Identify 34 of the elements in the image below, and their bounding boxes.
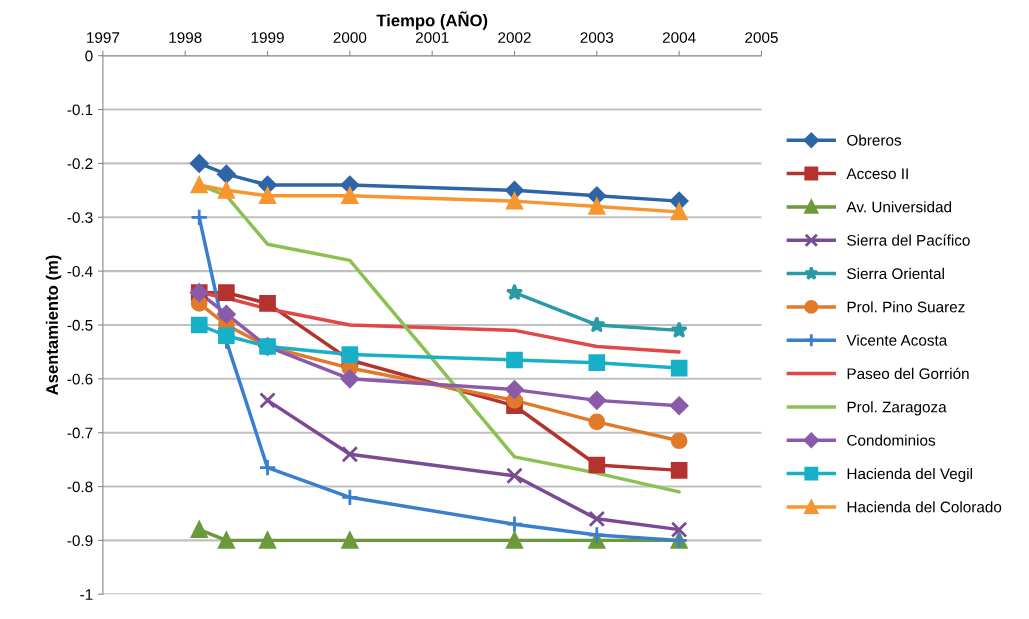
legend-label: Prol. Zaragoza <box>847 401 947 416</box>
legend-label: Obreros <box>847 134 902 146</box>
legend-label: Sierra del Pacífico <box>847 234 970 246</box>
y-tick-label: -0.8 <box>67 481 93 493</box>
legend-label: Av. Universidad <box>846 201 952 213</box>
legend-label: Hacienda del Colorado <box>847 501 1002 513</box>
x-tick-label: 2005 <box>745 32 778 43</box>
y-tick-label: -0.5 <box>67 319 93 331</box>
x-tick-label: 2001 <box>415 32 449 43</box>
y-tick-label: -0.6 <box>67 373 93 385</box>
legend-label: Prol. Pino Suarez <box>847 301 965 313</box>
legend-label: Paseo del Gorrión <box>847 367 969 380</box>
legend-label: Hacienda del Vegil <box>847 467 972 483</box>
x-tick-label: 2004 <box>662 32 696 43</box>
y-axis-title: Asentamiento (m) <box>45 255 62 395</box>
x-tick-label: 2000 <box>333 32 367 43</box>
y-tick-label: -1 <box>80 589 93 600</box>
x-tick-label: 1997 <box>87 32 120 43</box>
y-tick-label: -0.1 <box>67 104 93 116</box>
y-tick-label: -0.9 <box>67 535 93 547</box>
legend-label: Vicente Acosta <box>846 334 948 346</box>
x-tick-label: 1999 <box>251 32 284 43</box>
legend-label: Sierra Oriental <box>847 267 944 280</box>
y-tick-label: -0.2 <box>67 158 93 170</box>
legend-label: Acceso II <box>846 168 908 180</box>
x-axis-title: Tiempo (AÑO) <box>376 11 488 30</box>
y-tick-label: 0 <box>85 50 93 62</box>
y-tick-label: -0.3 <box>67 212 93 223</box>
x-tick-label: 2003 <box>580 32 614 43</box>
x-tick-label: 1998 <box>169 32 202 43</box>
y-tick-label: -0.7 <box>67 427 93 439</box>
x-tick-label: 2002 <box>498 32 531 43</box>
legend-label: Condominios <box>847 434 936 446</box>
y-tick-label: -0.4 <box>67 265 93 277</box>
